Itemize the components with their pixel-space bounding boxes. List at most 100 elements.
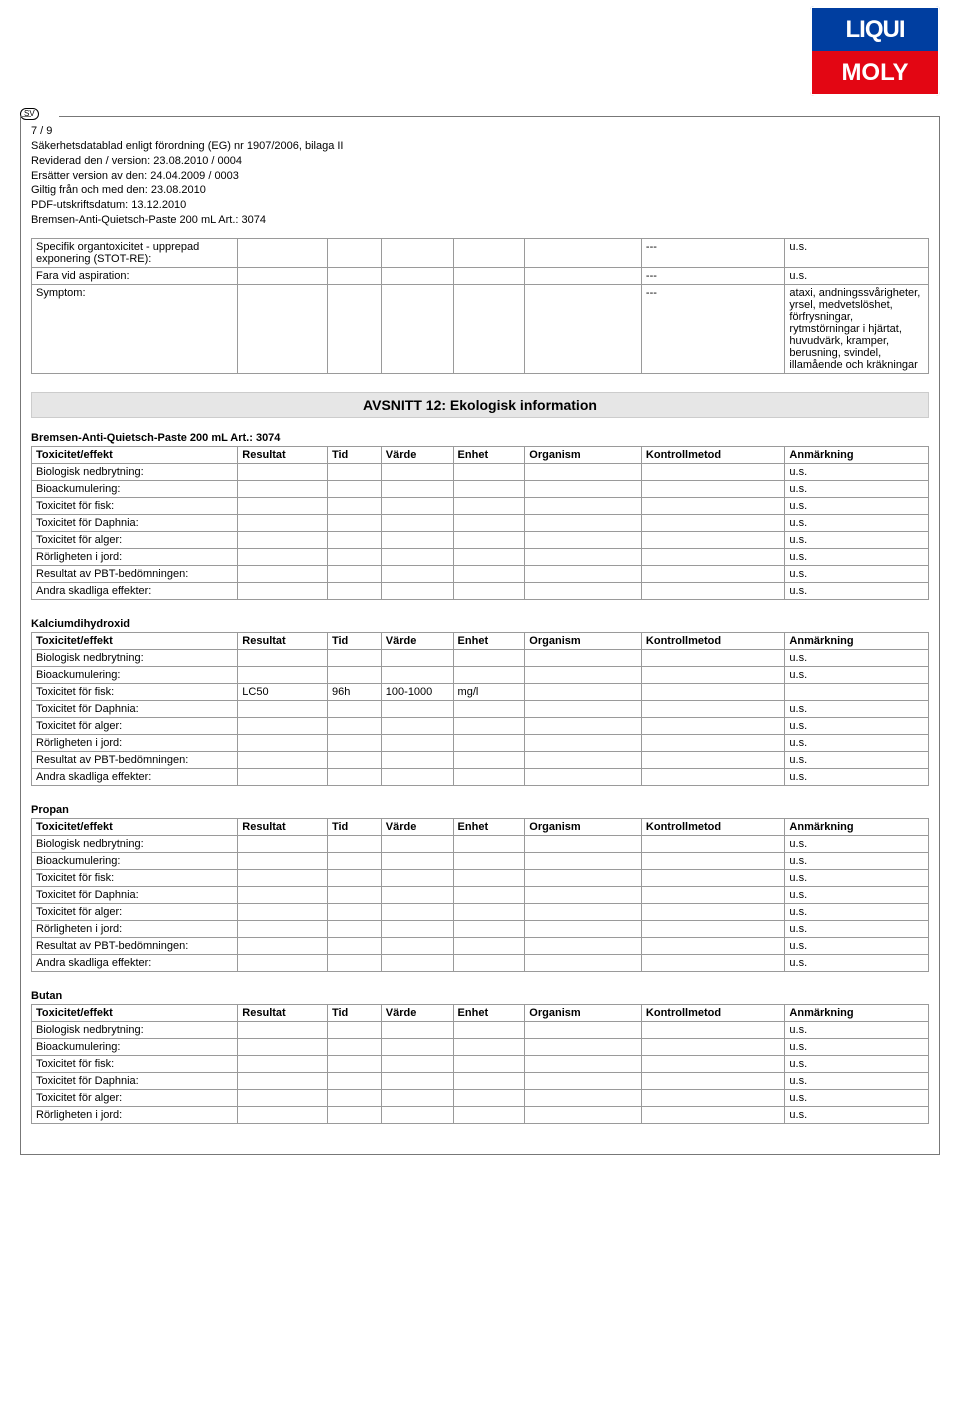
table-cell [381,267,453,284]
table-cell [525,463,642,480]
header-block: 7 / 9 Säkerhetsdatablad enligt förordnin… [31,124,929,228]
table-cell [238,734,328,751]
table-header-row: Toxicitet/effektResultatTidVärdeEnhetOrg… [32,818,929,835]
table-cell [238,903,328,920]
doc-valid-from: Giltig från och med den: 23.08.2010 [31,183,929,198]
table-row: Rörligheten i jord:u.s. [32,734,929,751]
table-row: Rörligheten i jord:u.s. [32,548,929,565]
table-cell [327,700,381,717]
table-cell [381,1106,453,1123]
table-cell [641,768,785,785]
logo-top-text: LIQUI [810,6,940,51]
table-cell [525,582,642,599]
table-cell [238,768,328,785]
table-header-cell: Kontrollmetod [641,818,785,835]
table-cell: u.s. [785,717,929,734]
table-row: Toxicitet för alger:u.s. [32,903,929,920]
table-header-cell: Värde [381,632,453,649]
table-cell [453,886,525,903]
table-cell [453,852,525,869]
table-cell [525,1021,642,1038]
table-cell: u.s. [785,1089,929,1106]
table-cell [641,1072,785,1089]
table-row: Resultat av PBT-bedömningen:u.s. [32,565,929,582]
table-cell [641,852,785,869]
table-cell [641,886,785,903]
table-cell [238,700,328,717]
logo-bottom-text: MOLY [810,51,940,96]
table-cell [238,548,328,565]
table-cell: Specifik organtoxicitet - upprepad expon… [32,238,238,267]
doc-replaces: Ersätter version av den: 24.04.2009 / 00… [31,169,929,184]
table-cell [525,852,642,869]
table-cell [238,582,328,599]
table-cell [453,548,525,565]
table-cell [453,937,525,954]
table-cell [327,920,381,937]
table-cell [641,548,785,565]
table-cell [327,1038,381,1055]
table-cell: Toxicitet för alger: [32,1089,238,1106]
table-cell [641,1021,785,1038]
table-header-cell: Värde [381,446,453,463]
table-cell [327,768,381,785]
table-cell: Toxicitet för Daphnia: [32,886,238,903]
table-cell [381,954,453,971]
table-cell [381,1055,453,1072]
toxicity-table: Toxicitet/effektResultatTidVärdeEnhetOrg… [31,818,929,972]
table-cell: Andra skadliga effekter: [32,582,238,599]
table-cell [525,869,642,886]
table-cell [453,1021,525,1038]
table-cell: Biologisk nedbrytning: [32,1021,238,1038]
table-cell [327,463,381,480]
table-row: Resultat av PBT-bedömningen:u.s. [32,937,929,954]
table-cell [641,649,785,666]
table-cell [525,238,642,267]
table-cell: u.s. [785,1106,929,1123]
table-cell [327,903,381,920]
table-row: Fara vid aspiration:---u.s. [32,267,929,284]
table-cell [381,700,453,717]
table-cell: u.s. [785,497,929,514]
table-cell: u.s. [785,869,929,886]
table-cell: Bioackumulering: [32,852,238,869]
table-cell [381,937,453,954]
table-cell: Symptom: [32,284,238,373]
table-cell: u.s. [785,565,929,582]
table-cell [641,903,785,920]
table-cell: 100-1000 [381,683,453,700]
table-cell [238,284,328,373]
document-frame: 7 / 9 Säkerhetsdatablad enligt förordnin… [20,116,940,1155]
table-cell [238,531,328,548]
table-header-cell: Enhet [453,446,525,463]
toxicity-table: Toxicitet/effektResultatTidVärdeEnhetOrg… [31,1004,929,1124]
table-cell [525,267,642,284]
table-cell [381,1089,453,1106]
table-cell: --- [641,284,785,373]
table-cell: u.s. [785,1055,929,1072]
table-row: Toxicitet för Daphnia:u.s. [32,886,929,903]
table-cell: ataxi, andningssvårigheter, yrsel, medve… [785,284,929,373]
table-cell [453,267,525,284]
table-cell: Biologisk nedbrytning: [32,835,238,852]
table-cell [238,1072,328,1089]
table-cell [381,1038,453,1055]
table-cell: u.s. [785,700,929,717]
table-header-cell: Tid [327,1004,381,1021]
table-row: Bioackumulering:u.s. [32,1038,929,1055]
table-row: Toxicitet för fisk:u.s. [32,497,929,514]
table-cell: u.s. [785,238,929,267]
table-header-cell: Kontrollmetod [641,1004,785,1021]
table-cell [238,1038,328,1055]
table-cell: Rörligheten i jord: [32,548,238,565]
table-cell [453,954,525,971]
table-cell [327,514,381,531]
table-row: Toxicitet för fisk:LC5096h100-1000mg/l [32,683,929,700]
table-cell [381,463,453,480]
table-cell [238,463,328,480]
table-cell: u.s. [785,937,929,954]
table-header-cell: Värde [381,1004,453,1021]
table-cell [453,1089,525,1106]
table-row: Biologisk nedbrytning:u.s. [32,463,929,480]
table-cell [641,920,785,937]
